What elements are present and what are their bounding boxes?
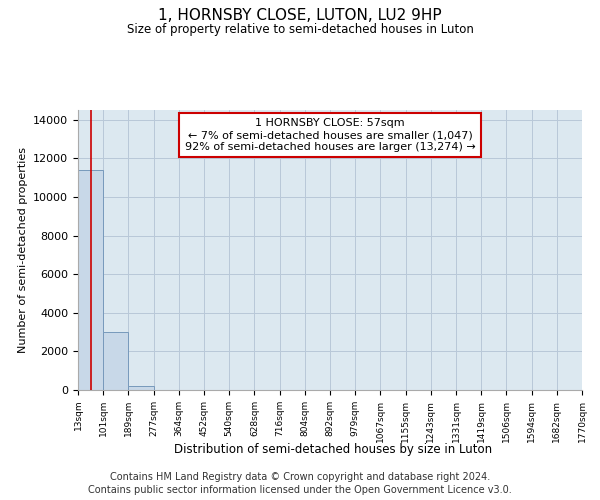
Text: 1 HORNSBY CLOSE: 57sqm
← 7% of semi-detached houses are smaller (1,047)
92% of s: 1 HORNSBY CLOSE: 57sqm ← 7% of semi-deta…: [185, 118, 475, 152]
Y-axis label: Number of semi-detached properties: Number of semi-detached properties: [17, 147, 28, 353]
Bar: [103, 332, 128, 390]
Text: Contains HM Land Registry data © Crown copyright and database right 2024.: Contains HM Land Registry data © Crown c…: [110, 472, 490, 482]
Text: 1, HORNSBY CLOSE, LUTON, LU2 9HP: 1, HORNSBY CLOSE, LUTON, LU2 9HP: [158, 8, 442, 22]
Bar: [128, 386, 154, 390]
Text: Contains public sector information licensed under the Open Government Licence v3: Contains public sector information licen…: [88, 485, 512, 495]
Bar: [78, 170, 103, 390]
Text: Size of property relative to semi-detached houses in Luton: Size of property relative to semi-detach…: [127, 22, 473, 36]
Text: Distribution of semi-detached houses by size in Luton: Distribution of semi-detached houses by …: [174, 442, 492, 456]
